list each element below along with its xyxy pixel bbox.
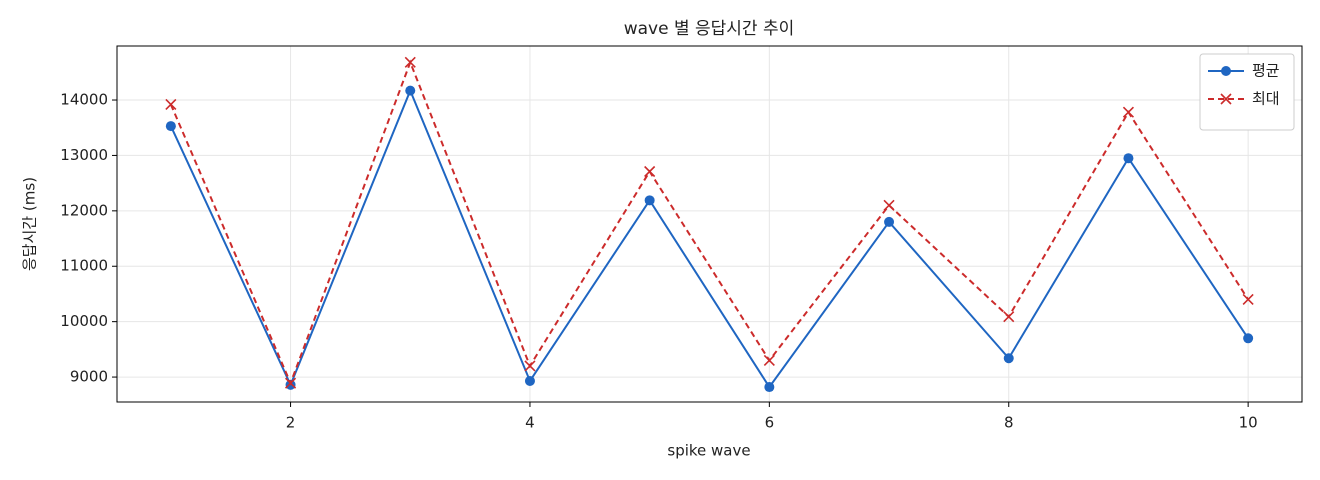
marker — [763, 354, 775, 367]
plot-frame — [116, 45, 1303, 403]
y-axis-label: 응답시간 (ms) — [21, 177, 39, 271]
marker — [405, 85, 416, 96]
legend-label: 평균 — [1252, 62, 1280, 80]
marker — [884, 216, 895, 227]
marker — [165, 98, 177, 111]
y-tick-label: 9000 — [70, 368, 108, 386]
legend-label: 최대 — [1252, 90, 1280, 108]
x-tick-label: 8 — [1004, 414, 1014, 432]
chart-title: wave 별 응답시간 추이 — [624, 19, 795, 39]
x-tick-label: 2 — [286, 414, 296, 432]
marker — [165, 121, 176, 132]
legend-marker — [1221, 66, 1231, 76]
marker — [764, 382, 775, 393]
x-axis-label: spike wave — [667, 442, 750, 460]
marker — [524, 360, 536, 372]
marker — [1123, 153, 1134, 164]
y-tick-label: 11000 — [60, 257, 108, 275]
legend-marker — [1220, 93, 1232, 105]
y-tick-label: 13000 — [60, 146, 108, 164]
series-line — [169, 59, 1249, 386]
marker — [524, 375, 535, 386]
y-tick-label: 10000 — [60, 312, 108, 330]
marker — [1242, 293, 1254, 306]
marker — [883, 199, 895, 211]
x-tick-label: 6 — [765, 414, 775, 432]
legend-box — [1199, 53, 1295, 131]
marker — [404, 56, 416, 68]
marker — [1003, 311, 1015, 323]
y-tick-label: 12000 — [60, 201, 108, 219]
marker — [284, 377, 297, 389]
marker — [1122, 106, 1135, 118]
marker — [644, 195, 655, 206]
x-tick-label: 4 — [525, 414, 535, 432]
marker — [644, 165, 656, 178]
series-line — [169, 87, 1249, 389]
x-tick-label: 10 — [1239, 414, 1258, 432]
marker — [1003, 353, 1014, 364]
marker — [1243, 333, 1254, 344]
y-tick-label: 14000 — [60, 91, 108, 109]
